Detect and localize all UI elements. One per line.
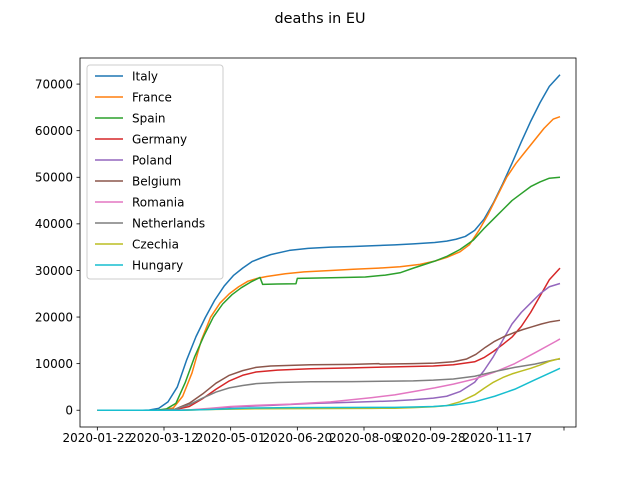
y-tick-label: 10000 [35, 357, 73, 371]
x-tick-label: 2020-06-20 [262, 431, 332, 445]
series-line-netherlands [97, 358, 561, 411]
series-line-spain [97, 176, 561, 411]
plot-area [97, 74, 561, 411]
series-line-czechia [97, 357, 561, 411]
legend-label-poland: Poland [132, 153, 172, 167]
x-tick-label: 2020-05-01 [196, 431, 266, 445]
legend-label-czechia: Czechia [132, 237, 179, 251]
x-tick-label: 2020-01-22 [62, 431, 132, 445]
x-tick-label: 2020-11-17 [462, 431, 532, 445]
y-tick-label: 20000 [35, 310, 73, 324]
series-line-france [97, 115, 561, 411]
series-line-hungary [97, 367, 561, 411]
legend-label-belgium: Belgium [132, 174, 181, 188]
y-tick-label: 50000 [35, 171, 73, 185]
y-tick-label: 30000 [35, 264, 73, 278]
legend-label-france: France [132, 90, 172, 104]
legend: Italy France Spain Germany Poland Belgium Roma… [86, 64, 224, 280]
axes-frame [79, 57, 577, 428]
x-tick-label: 2020-03-12 [129, 431, 199, 445]
legend-label-italy: Italy [132, 69, 158, 83]
legend-label-romania: Romania [132, 195, 184, 209]
y-tick-label: 0 [65, 404, 73, 418]
chart-title: deaths in EU [275, 11, 366, 27]
y-tick-label: 60000 [35, 124, 73, 138]
x-tick-label: 2020-08-09 [329, 431, 399, 445]
legend-label-hungary: Hungary [132, 258, 183, 272]
series-line-romania [97, 338, 561, 411]
legend-label-germany: Germany [132, 132, 187, 146]
axes: 2020-01-222020-03-122020-05-012020-06-20… [35, 57, 577, 445]
series-line-belgium [97, 319, 561, 411]
y-tick-label: 40000 [35, 217, 73, 231]
y-tick-label: 70000 [35, 77, 73, 91]
legend-label-spain: Spain [132, 111, 166, 125]
x-tick-label: 2020-09-28 [396, 431, 466, 445]
legend-label-netherlands: Netherlands [132, 216, 205, 230]
